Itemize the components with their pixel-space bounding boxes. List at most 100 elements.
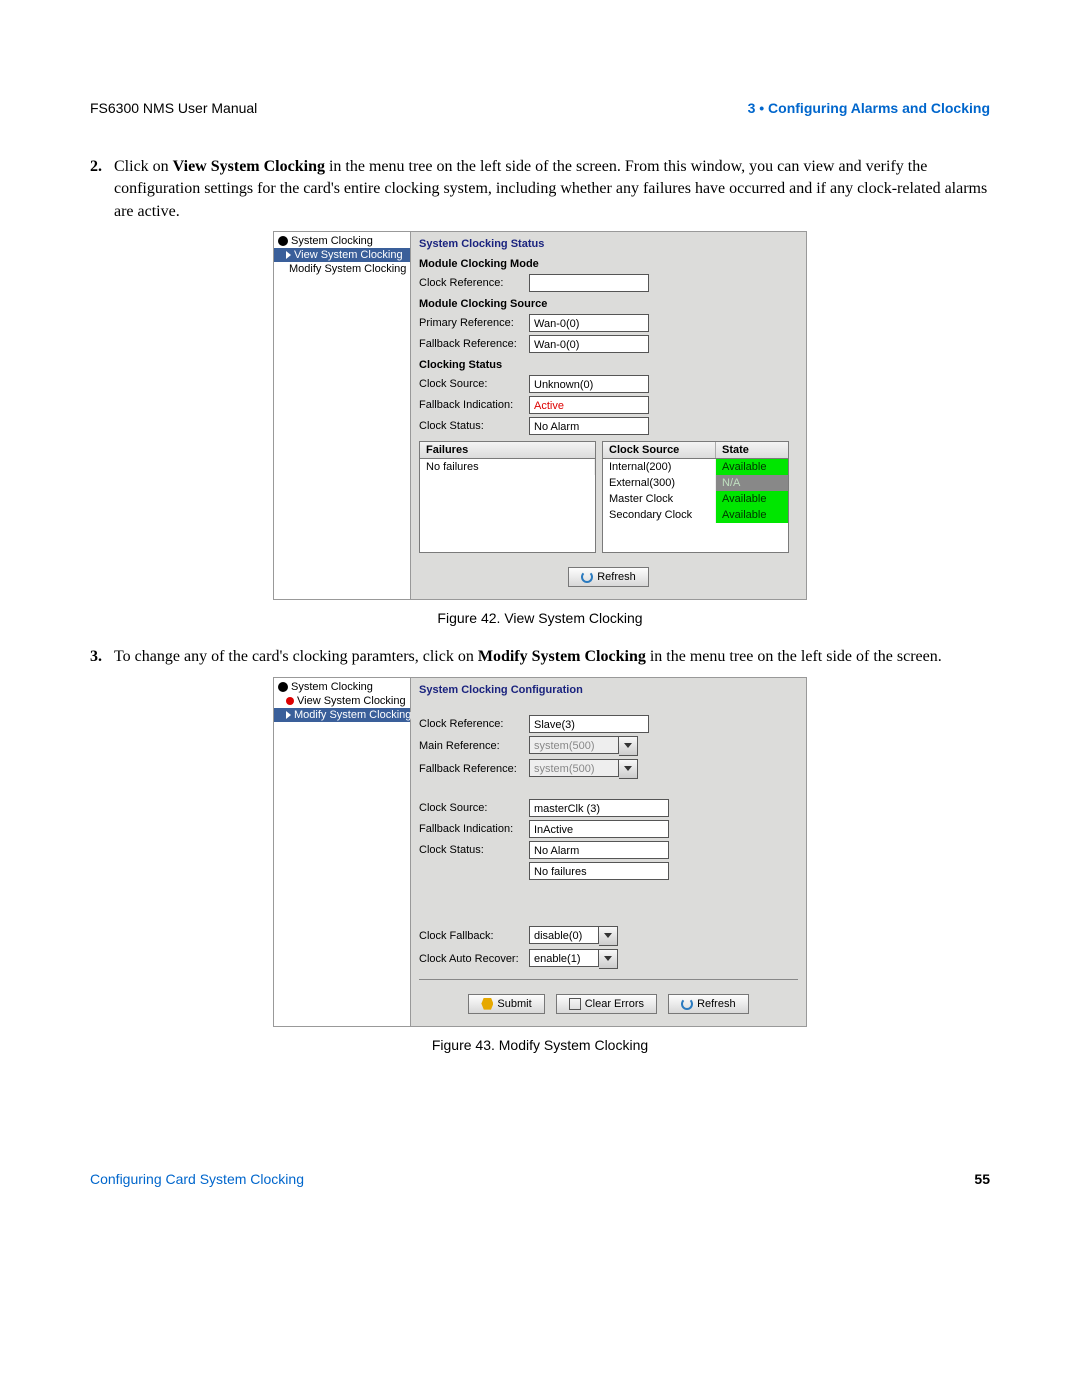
- tree-item2-label: Modify System Clocking: [289, 263, 406, 275]
- submit-label: Submit: [497, 998, 531, 1010]
- header-right: 3 • Configuring Alarms and Clocking: [748, 100, 990, 116]
- mainref-combo[interactable]: system(500): [529, 736, 638, 756]
- table-row: Secondary ClockAvailable: [603, 507, 788, 523]
- failures-table: Failures No failures: [419, 441, 596, 553]
- chevron-down-icon: [599, 926, 618, 946]
- clockref-value-43: Slave(3): [529, 715, 649, 733]
- fbref-label: Fallback Reference:: [419, 763, 529, 775]
- clkstatus-value-43: No Alarm: [529, 841, 669, 859]
- subhead-source: Module Clocking Source: [419, 298, 798, 310]
- triangle-icon: [286, 251, 291, 259]
- clkstatus-label-43: Clock Status:: [419, 844, 529, 856]
- tree-modify-system-clocking[interactable]: Modify System Clocking: [274, 262, 410, 276]
- mainref-label: Main Reference:: [419, 740, 529, 752]
- step-3-body: To change any of the card's clocking par…: [114, 646, 990, 668]
- chevron-down-icon: [599, 949, 618, 969]
- fbref-combo[interactable]: system(500): [529, 759, 638, 779]
- figure-43-screenshot: System Clocking View System Clocking Mod…: [273, 677, 807, 1027]
- clksrc-cell: Master Clock: [603, 491, 716, 507]
- tree-root-label-43: System Clocking: [291, 681, 373, 693]
- step2-pre: Click on: [114, 158, 173, 175]
- primary-label: Primary Reference:: [419, 317, 529, 329]
- tree-view-42: System Clocking View System Clocking Mod…: [274, 232, 411, 599]
- failures-cell: No failures: [420, 459, 595, 475]
- state-cell: Available: [716, 459, 788, 475]
- step-2-body: Click on View System Clocking in the men…: [114, 156, 990, 223]
- state-cell: N/A: [716, 475, 788, 491]
- clksrc-cell: Secondary Clock: [603, 507, 716, 523]
- clkauto-combo[interactable]: enable(1): [529, 949, 618, 969]
- step-3-num: 3.: [90, 646, 114, 668]
- fbref-value: system(500): [529, 759, 619, 777]
- separator: [419, 979, 798, 980]
- clockref-label: Clock Reference:: [419, 277, 529, 289]
- tree-root-label: System Clocking: [291, 235, 373, 247]
- clear-label: Clear Errors: [585, 998, 644, 1010]
- fbind-label: Fallback Indication:: [419, 399, 529, 411]
- clear-icon: [569, 998, 581, 1010]
- failures-hdr: Failures: [420, 442, 595, 458]
- triangle-icon: [286, 711, 291, 719]
- footer-page-number: 55: [974, 1171, 990, 1187]
- clksource-value-43: masterClk (3): [529, 799, 669, 817]
- table-row: Master ClockAvailable: [603, 491, 788, 507]
- fallback-value: Wan-0(0): [529, 335, 649, 353]
- clksrc-cell: External(300): [603, 475, 716, 491]
- fbind-value: Active: [529, 396, 649, 414]
- clksrc-hdr: Clock Source: [603, 442, 716, 458]
- tree-item1-label: View System Clocking: [294, 249, 403, 261]
- tables-row: Failures No failures Clock Source State …: [419, 441, 798, 553]
- refresh-label: Refresh: [597, 571, 636, 583]
- refresh-button-43[interactable]: Refresh: [668, 994, 749, 1014]
- bullet-icon: [278, 682, 288, 692]
- page-header: FS6300 NMS User Manual 3 • Configuring A…: [90, 100, 990, 116]
- tree-view-system-clocking[interactable]: View System Clocking: [274, 694, 410, 708]
- view-clocking-panel: System Clocking Status Module Clocking M…: [411, 232, 806, 599]
- header-left: FS6300 NMS User Manual: [90, 100, 257, 116]
- failures-value-43: No failures: [529, 862, 669, 880]
- clear-errors-button[interactable]: Clear Errors: [556, 994, 657, 1014]
- clkfallback-combo[interactable]: disable(0): [529, 926, 618, 946]
- figure-42-caption: Figure 42. View System Clocking: [90, 610, 990, 626]
- fbind-label-43: Fallback Indication:: [419, 823, 529, 835]
- step-2: 2. Click on View System Clocking in the …: [90, 156, 990, 223]
- clkauto-value: enable(1): [529, 949, 599, 967]
- step3-post: in the menu tree on the left side of the…: [646, 648, 942, 665]
- step2-bold: View System Clocking: [173, 158, 325, 175]
- clkfallback-label: Clock Fallback:: [419, 930, 529, 942]
- section-config: System Clocking Configuration: [419, 682, 798, 698]
- subhead-clkstatus: Clocking Status: [419, 359, 798, 371]
- tree-root[interactable]: System Clocking: [274, 234, 410, 248]
- tree-modify-system-clocking[interactable]: Modify System Clocking: [274, 708, 410, 722]
- tree-view-system-clocking[interactable]: View System Clocking: [274, 248, 410, 262]
- fallback-label: Fallback Reference:: [419, 338, 529, 350]
- tree-root[interactable]: System Clocking: [274, 680, 410, 694]
- clksource-label-43: Clock Source:: [419, 802, 529, 814]
- tree-view-43: System Clocking View System Clocking Mod…: [274, 678, 411, 1026]
- clocksource-table: Clock Source State Internal(200)Availabl…: [602, 441, 789, 553]
- state-cell: Available: [716, 507, 788, 523]
- step3-pre: To change any of the card's clocking par…: [114, 648, 478, 665]
- clksource-value: Unknown(0): [529, 375, 649, 393]
- step-2-num: 2.: [90, 156, 114, 223]
- bullet-icon: [286, 697, 294, 705]
- table-row: External(300)N/A: [603, 475, 788, 491]
- submit-icon: [481, 998, 493, 1010]
- clkauto-label: Clock Auto Recover:: [419, 953, 529, 965]
- figure-42-screenshot: System Clocking View System Clocking Mod…: [273, 231, 807, 600]
- clksrc-cell: Internal(200): [603, 459, 716, 475]
- fbind-value-43: InActive: [529, 820, 669, 838]
- chevron-down-icon: [619, 736, 638, 756]
- bullet-icon: [278, 236, 288, 246]
- mainref-value: system(500): [529, 736, 619, 754]
- clockref-label-43: Clock Reference:: [419, 718, 529, 730]
- submit-button[interactable]: Submit: [468, 994, 544, 1014]
- refresh-button[interactable]: Refresh: [568, 567, 649, 587]
- step3-bold: Modify System Clocking: [478, 648, 646, 665]
- refresh-icon: [681, 998, 693, 1010]
- modify-clocking-panel: System Clocking Configuration Clock Refe…: [411, 678, 806, 1026]
- tree-item2-label-43: Modify System Clocking: [294, 709, 411, 721]
- section-status: System Clocking Status: [419, 236, 798, 252]
- footer-left: Configuring Card System Clocking: [90, 1171, 304, 1187]
- figure-43-caption: Figure 43. Modify System Clocking: [90, 1037, 990, 1053]
